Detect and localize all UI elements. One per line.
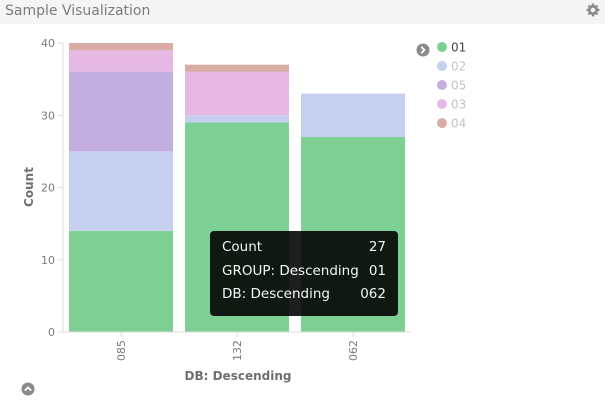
bar-segment-085-01[interactable]	[69, 230, 173, 332]
legend: 01 02 05 03 04	[437, 41, 466, 131]
legend-item-02[interactable]: 02	[437, 60, 466, 74]
legend-item-05[interactable]: 05	[437, 79, 466, 93]
y-axis: 0 10 20 30 40	[41, 37, 64, 339]
bar-tooltip: Count 27 GROUP: Descending 01 DB: Descen…	[210, 231, 398, 316]
x-axis-label: DB: Descending	[185, 369, 292, 383]
bar-segment-132-02[interactable]	[185, 115, 289, 123]
tooltip-label: DB: Descending	[222, 286, 330, 302]
tooltip-row-group: GROUP: Descending 01	[222, 260, 386, 284]
tooltip-row-db: DB: Descending 062	[222, 283, 386, 307]
bar-segment-085-04[interactable]	[69, 43, 173, 51]
collapse-icon[interactable]	[21, 382, 35, 396]
bar-segment-132-04[interactable]	[185, 64, 289, 72]
legend-swatch	[437, 118, 447, 128]
bar-segment-132-03[interactable]	[185, 71, 289, 116]
bar-segment-062-02[interactable]	[301, 93, 405, 137]
y-tick-label: 20	[41, 182, 55, 195]
legend-label: 04	[451, 117, 466, 131]
legend-label: 02	[451, 60, 466, 74]
x-tick-label: 085	[115, 340, 128, 361]
tooltip-value: 27	[368, 239, 386, 255]
legend-label: 05	[451, 79, 466, 93]
tooltip-value: 062	[360, 286, 386, 302]
tooltip-row-count: Count 27	[222, 236, 386, 260]
legend-item-01[interactable]: 01	[437, 41, 466, 55]
legend-label: 01	[451, 41, 466, 55]
tooltip-value: 01	[368, 262, 386, 279]
tooltip-label: GROUP: Descending	[222, 262, 359, 279]
panel-header: Sample Visualization	[0, 0, 605, 24]
y-tick-label: 30	[41, 109, 55, 122]
panel-title: Sample Visualization	[5, 3, 151, 19]
x-axis: 085 132 062	[63, 331, 411, 361]
legend-item-03[interactable]: 03	[437, 98, 466, 112]
y-tick-label: 10	[41, 254, 55, 267]
y-tick-label: 40	[41, 37, 55, 50]
y-tick-label: 0	[48, 326, 55, 339]
legend-swatch	[437, 61, 447, 71]
legend-label: 03	[451, 98, 466, 112]
x-tick-label: 062	[347, 340, 360, 361]
legend-toggle-icon[interactable]	[416, 43, 430, 57]
bar-segment-085-02[interactable]	[69, 151, 173, 231]
legend-swatch	[437, 99, 447, 109]
tooltip-label: Count	[222, 239, 263, 255]
x-tick-label: 132	[231, 340, 244, 361]
y-axis-label: Count	[22, 167, 36, 207]
legend-swatch	[437, 80, 447, 90]
bar-segment-085-03[interactable]	[69, 50, 173, 72]
bar-segment-085-05[interactable]	[69, 71, 173, 152]
gear-icon[interactable]	[586, 3, 600, 17]
legend-item-04[interactable]: 04	[437, 117, 466, 131]
legend-swatch	[437, 42, 447, 52]
